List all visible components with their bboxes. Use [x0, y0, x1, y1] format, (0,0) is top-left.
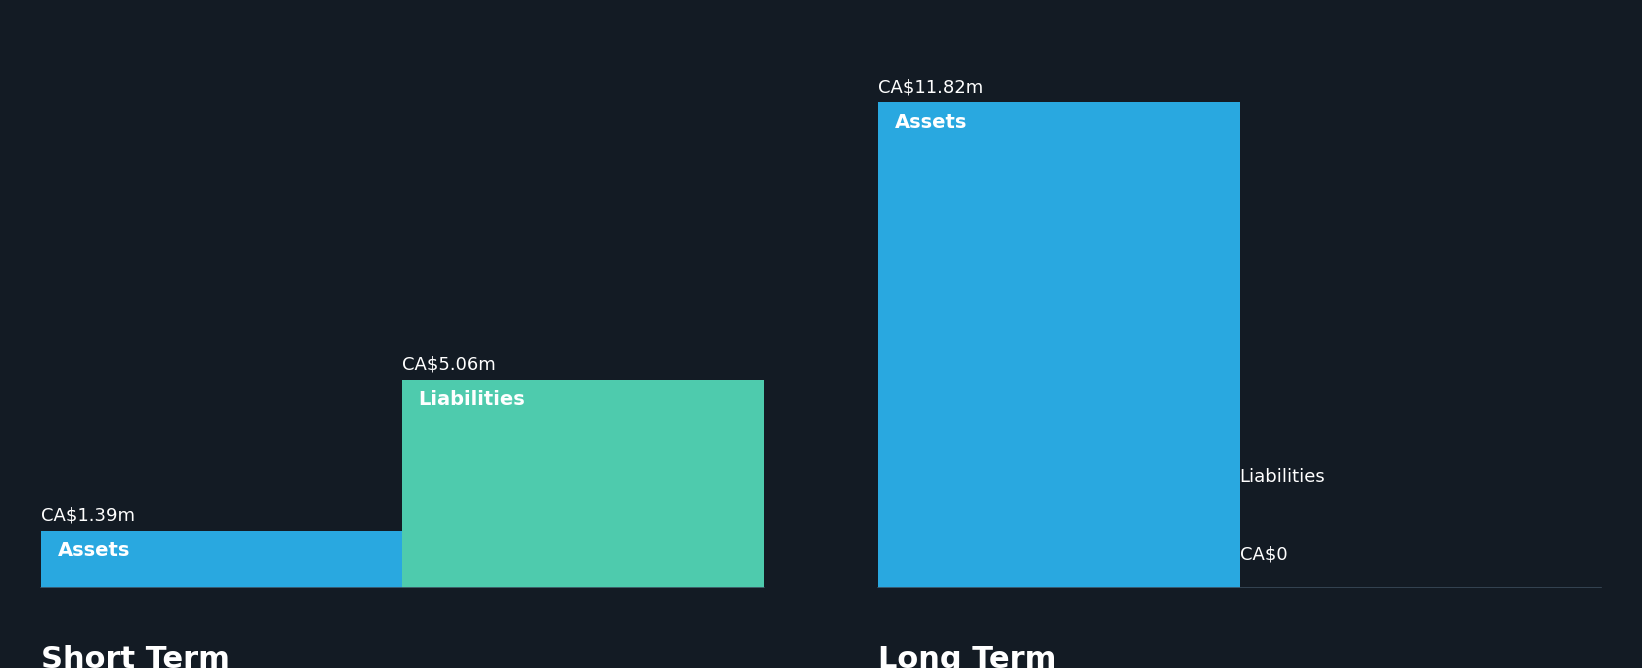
Bar — [41, 531, 402, 588]
Text: CA$5.06m: CA$5.06m — [402, 356, 496, 374]
Text: Liabilities: Liabilities — [419, 390, 525, 409]
Text: CA$0: CA$0 — [1240, 546, 1287, 564]
Text: Assets: Assets — [57, 541, 130, 560]
Text: Short Term: Short Term — [41, 645, 230, 668]
Text: Liabilities: Liabilities — [1240, 468, 1325, 486]
Text: CA$1.39m: CA$1.39m — [41, 506, 135, 524]
Text: Long Term: Long Term — [878, 645, 1057, 668]
Text: CA$11.82m: CA$11.82m — [878, 78, 984, 96]
Bar — [402, 380, 764, 588]
Bar — [878, 102, 1240, 588]
Text: Assets: Assets — [895, 113, 967, 132]
